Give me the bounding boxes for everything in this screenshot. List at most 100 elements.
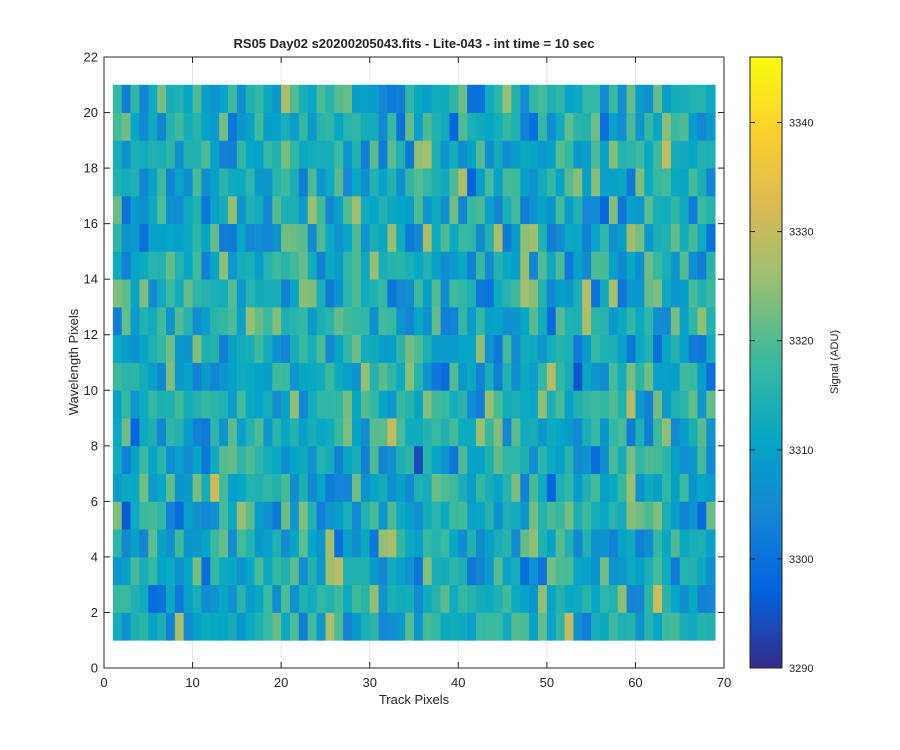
heatmap-cell (343, 612, 353, 641)
heatmap-cell (626, 306, 636, 336)
heatmap-cell (520, 612, 530, 641)
heatmap-cell (272, 195, 282, 225)
heatmap-cell (440, 334, 450, 363)
heatmap-cell (653, 529, 663, 558)
heatmap-cell (688, 529, 698, 558)
heatmap-cell (201, 334, 211, 363)
heatmap-cell (272, 362, 282, 391)
heatmap-cell (272, 140, 282, 169)
heatmap-cell (281, 584, 291, 613)
heatmap-cell (139, 612, 149, 641)
heatmap-cell (121, 556, 131, 586)
heatmap-cell (573, 445, 583, 474)
heatmap-cell (502, 418, 512, 447)
heatmap-cell (449, 195, 459, 225)
heatmap-cell (608, 556, 619, 586)
heatmap-cell (325, 556, 335, 586)
heatmap-cell (157, 334, 167, 363)
heatmap-cell (112, 195, 123, 225)
heatmap-cell (139, 556, 149, 586)
heatmap-cell (520, 501, 530, 530)
heatmap-cell (511, 112, 521, 141)
heatmap-cell (369, 418, 379, 447)
plot-area: 0 10 20 30 40 50 60 70 0 2 4 6 8 10 12 14 16 18 20 22 (84, 50, 732, 691)
heatmap-cell (555, 584, 565, 613)
heatmap-cell (130, 418, 140, 447)
heatmap-cell (157, 168, 167, 197)
heatmap-cell (422, 140, 433, 169)
heatmap-cell (369, 334, 379, 363)
heatmap-cell (635, 279, 645, 308)
heatmap-cell (502, 112, 512, 141)
heatmap-cell (183, 418, 193, 447)
heatmap-cell (166, 612, 176, 641)
heatmap-cell (662, 251, 672, 280)
heatmap-cell (600, 556, 610, 586)
heatmap-cell (440, 112, 450, 141)
heatmap-cell (263, 84, 273, 113)
heatmap-cell (307, 334, 317, 363)
heatmap-cell (679, 501, 689, 530)
heatmap-cell (608, 279, 619, 308)
heatmap-cell (653, 390, 663, 419)
heatmap-cell (582, 473, 592, 502)
heatmap-cell (493, 584, 503, 613)
heatmap-cell (573, 418, 583, 447)
heatmap-cell (396, 84, 406, 113)
heatmap-cell (635, 140, 645, 169)
heatmap-cell (688, 362, 698, 391)
heatmap-cell (511, 362, 521, 391)
heatmap-cell (405, 584, 415, 613)
heatmap-cell (263, 168, 273, 197)
heatmap-cell (670, 418, 681, 447)
heatmap-cell (157, 418, 167, 447)
heatmap-cell (529, 223, 539, 252)
heatmap-cell (431, 251, 441, 280)
heatmap-cell (290, 334, 300, 363)
heatmap-cell (245, 112, 255, 141)
heatmap-cell (263, 112, 273, 141)
heatmap-cell (591, 306, 601, 336)
heatmap-cell (688, 251, 698, 280)
heatmap-cell (564, 556, 574, 586)
heatmap-cell (414, 168, 424, 197)
heatmap-cell (484, 473, 495, 502)
heatmap-cell (706, 584, 716, 613)
heatmap-cell (201, 556, 211, 586)
heatmap-cell (635, 556, 645, 586)
heatmap-cell (298, 223, 309, 252)
heatmap-cell (298, 612, 309, 641)
heatmap-cell (130, 473, 140, 502)
heatmap-cell (644, 473, 654, 502)
heatmap-cell (263, 556, 273, 586)
heatmap-cell (192, 362, 202, 391)
heatmap-cell (236, 584, 247, 613)
heatmap-cell (422, 612, 433, 641)
heatmap-cell (121, 306, 131, 336)
heatmap-cell (591, 445, 601, 474)
heatmap-cell (520, 251, 530, 280)
heatmap-cell (112, 529, 123, 558)
heatmap-cell (546, 390, 557, 419)
heatmap-cell (608, 612, 619, 641)
heatmap-cell (706, 140, 716, 169)
heatmap-cell (387, 362, 397, 391)
heatmap-cell (706, 501, 716, 530)
heatmap-cell (511, 529, 521, 558)
heatmap-cell (653, 140, 663, 169)
heatmap-cell (254, 223, 264, 252)
heatmap-cell (688, 168, 698, 197)
heatmap-cell (290, 112, 300, 141)
heatmap-cell (219, 195, 229, 225)
heatmap-cell (369, 168, 379, 197)
heatmap-cell (422, 473, 433, 502)
heatmap-cell (201, 251, 211, 280)
heatmap-cell (458, 390, 468, 419)
heatmap-cell (387, 112, 397, 141)
heatmap-cell (688, 279, 698, 308)
heatmap-cell (396, 445, 406, 474)
heatmap-cell (670, 223, 681, 252)
heatmap-cell (298, 501, 309, 530)
colorbar-tick-label: 3330 (789, 227, 813, 239)
heatmap-cell (591, 501, 601, 530)
